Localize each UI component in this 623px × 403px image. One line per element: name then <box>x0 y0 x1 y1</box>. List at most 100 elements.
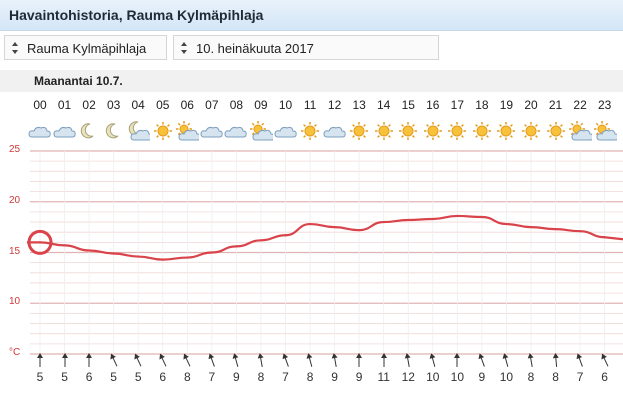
hour-label: 10 <box>278 98 293 112</box>
wind-arrow-icon <box>454 353 461 367</box>
wind-arrow-icon <box>37 353 43 367</box>
wind-cell: 7 <box>568 352 592 392</box>
wind-speed-label: 8 <box>306 370 314 384</box>
date-select-value: 10. heinäkuuta 2017 <box>196 41 314 56</box>
temperature-point <box>603 236 606 239</box>
wind-speed-label: 9 <box>331 370 338 384</box>
wind-cell: 6 <box>151 352 175 392</box>
station-select-value: Rauma Kylmäpihlaja <box>27 41 147 56</box>
wind-arrow-icon <box>601 353 609 367</box>
wind-cell: 9 <box>323 352 347 392</box>
cloud-icon <box>28 120 52 142</box>
wind-arrow-icon <box>134 353 142 367</box>
title-bar: Havaintohistoria, Rauma Kylmäpihlaja <box>0 0 623 31</box>
wind-speed-label: 8 <box>552 370 559 384</box>
wind-speed-label: 11 <box>377 370 390 384</box>
wind-speed-label: 6 <box>159 370 167 384</box>
wind-cell: 12 <box>396 352 420 392</box>
moon-icon <box>102 120 126 142</box>
temperature-point <box>308 222 312 226</box>
sun-cloud-icon <box>175 120 200 142</box>
temperature-point <box>431 217 434 221</box>
wind-row: 5 5 6 5 5 6 8 7 9 8 7 8 9 9 11 12 10 10 9 10 8 8 7 6 <box>0 352 623 392</box>
wind-cell: 8 <box>298 352 322 392</box>
wind-cell: 5 <box>28 352 52 392</box>
wind-arrow-icon <box>183 353 191 367</box>
cloud-icon <box>273 120 298 142</box>
wind-cell: 5 <box>126 352 150 392</box>
sun-icon <box>445 120 469 142</box>
sun-icon <box>396 120 420 142</box>
hour-label: 02 <box>82 98 96 112</box>
moon-icon <box>77 120 101 142</box>
wind-speed-label: 7 <box>282 370 289 384</box>
wind-cell: 11 <box>372 352 396 392</box>
temperature-point <box>358 229 361 232</box>
wind-speed-label: 10 <box>499 370 514 384</box>
sun-cloud-icon <box>249 120 273 142</box>
hour-label: 06 <box>180 98 194 112</box>
cloud-icon <box>224 120 248 142</box>
wind-arrow-icon <box>257 353 264 367</box>
sun-icon <box>421 120 445 142</box>
current-value-marker <box>27 229 53 255</box>
wind-speed-label: 8 <box>183 370 191 384</box>
wind-cell: 5 <box>102 352 126 392</box>
wind-speed-label: 8 <box>527 370 535 384</box>
temperature-point <box>88 249 91 252</box>
temperature-point <box>38 241 42 244</box>
temperature-point <box>161 258 164 261</box>
wind-arrow-icon <box>380 353 387 367</box>
wind-cell: 8 <box>175 352 199 392</box>
wind-speed-label: 8 <box>257 370 265 384</box>
wind-arrow-icon <box>404 353 411 367</box>
hour-label: 00 <box>33 98 47 112</box>
wind-cell: 10 <box>421 352 445 392</box>
sun-icon <box>372 120 396 142</box>
wind-cell: 9 <box>470 352 494 392</box>
temperature-point <box>63 244 66 247</box>
wind-arrow-icon <box>110 353 118 367</box>
wind-arrow-icon <box>478 353 485 367</box>
wind-cell: 10 <box>494 352 518 392</box>
y-tick-label: 10 <box>9 296 21 308</box>
temperature-point <box>554 228 557 231</box>
hour-label: 15 <box>401 98 415 112</box>
hour-label: 03 <box>106 98 121 112</box>
temperature-line <box>27 214 623 261</box>
wind-cell: 8 <box>544 352 568 392</box>
wind-speed-label: 6 <box>85 370 93 384</box>
wind-speed-label: 9 <box>355 370 363 384</box>
wind-arrow-icon <box>429 353 436 367</box>
hour-label: 09 <box>254 98 268 112</box>
temperature-point <box>235 245 238 248</box>
wind-cell: 9 <box>347 352 371 392</box>
hour-label: 14 <box>377 98 391 112</box>
wind-cell: 8 <box>249 352 273 392</box>
temperature-point <box>210 251 213 254</box>
hour-label: 19 <box>499 98 514 112</box>
hour-label: 07 <box>205 98 219 112</box>
wind-speed-label: 7 <box>208 370 216 384</box>
day-label: Maanantai 10.7. <box>34 74 123 88</box>
wind-cell: 6 <box>593 352 617 392</box>
hour-label: 18 <box>475 98 489 112</box>
y-tick-label: 15 <box>9 245 21 257</box>
temperature-point <box>186 256 189 259</box>
wind-speed-label: 10 <box>426 370 440 384</box>
wind-arrow-icon <box>281 353 289 367</box>
sun-icon <box>470 120 494 142</box>
wind-arrow-icon <box>86 353 93 367</box>
date-select[interactable]: 10. heinäkuuta 2017 <box>173 35 439 60</box>
y-tick-label: 25 <box>9 144 21 155</box>
cloud-icon <box>53 120 77 142</box>
temperature-point <box>480 215 483 219</box>
hour-label: 20 <box>524 98 538 112</box>
wind-speed-label: 9 <box>233 370 240 384</box>
temperature-point <box>529 226 533 229</box>
station-select[interactable]: Rauma Kylmäpihlaja <box>4 35 167 60</box>
temperature-point <box>382 220 385 224</box>
sun-icon <box>298 120 322 142</box>
wind-speed-label: 7 <box>576 370 584 384</box>
hour-label: 16 <box>426 98 440 112</box>
